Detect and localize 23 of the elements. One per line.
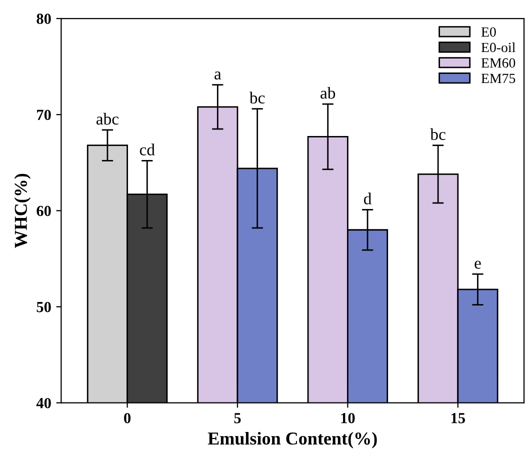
annotation: cd (140, 144, 155, 156)
legend-label: E0-oil (481, 42, 516, 52)
y-tick-label: 70 (37, 110, 51, 120)
legend-label: EM60 (481, 58, 516, 68)
legend-label: EM75 (481, 74, 516, 84)
annotation: ab (320, 86, 336, 99)
annotation: a (214, 72, 222, 80)
x-tick-label: 5 (234, 413, 241, 424)
annotation: bc (249, 92, 265, 104)
annotation: abc (96, 112, 119, 125)
y-tick-label: 50 (36, 302, 51, 312)
x-tick-label: 15 (451, 413, 465, 424)
x-axis-title: Emulsion Content(%) (208, 432, 377, 448)
annotation: e (474, 260, 481, 269)
annotation: d (364, 192, 372, 204)
annotation: bc (430, 128, 446, 140)
y-tick-label: 80 (36, 14, 51, 24)
x-tick-label: 10 (341, 412, 355, 424)
x-tick-label: 0 (124, 412, 131, 424)
y-axis-title: WHC(%) (14, 174, 31, 248)
y-tick-label: 40 (36, 398, 51, 408)
legend-label: E0 (481, 27, 496, 37)
y-tick-label: 60 (36, 206, 51, 216)
